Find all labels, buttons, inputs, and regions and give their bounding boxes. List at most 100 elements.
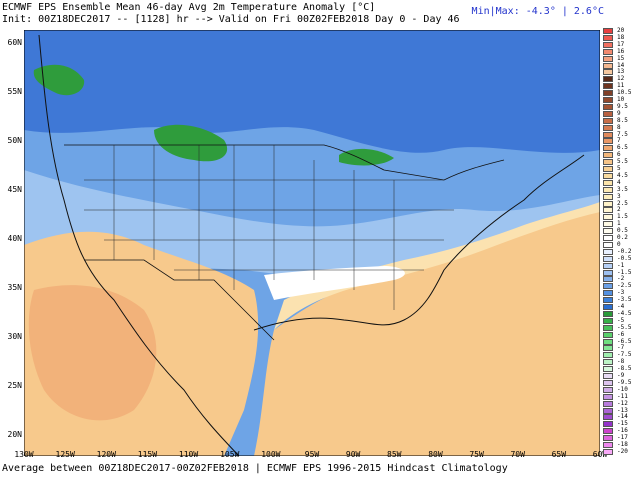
colorbar-label: 20 bbox=[617, 27, 625, 34]
latitude-label: 50N bbox=[7, 136, 22, 145]
colorbar-label: 6 bbox=[617, 151, 621, 159]
colorbar-label: 0.5 bbox=[617, 227, 628, 235]
colorbar-swatch bbox=[603, 83, 613, 90]
colorbar-label: -14 bbox=[617, 413, 628, 421]
colorbar-label: -11 bbox=[617, 392, 628, 400]
colorbar-swatch bbox=[603, 138, 613, 145]
longitude-label: 85W bbox=[387, 450, 402, 459]
colorbar-swatch bbox=[603, 214, 613, 221]
colorbar-swatch bbox=[603, 228, 613, 235]
colorbar-label: -2 bbox=[617, 275, 625, 283]
colorbar-label: 9 bbox=[617, 109, 621, 117]
colorbar-label: -1.5 bbox=[617, 268, 632, 276]
colorbar-swatch bbox=[603, 338, 613, 345]
colorbar-swatch bbox=[603, 152, 613, 159]
colorbar-swatch bbox=[603, 400, 613, 407]
colorbar-swatch bbox=[603, 90, 613, 97]
colorbar-swatch bbox=[603, 179, 613, 186]
colorbar-swatch bbox=[603, 290, 613, 297]
longitude-label: 70W bbox=[510, 450, 525, 459]
colorbar-swatch bbox=[603, 310, 613, 317]
colorbar-swatch bbox=[603, 103, 613, 110]
colorbar-swatch bbox=[603, 373, 613, 379]
latitude-label: 25N bbox=[7, 381, 22, 390]
colorbar-label: 5.5 bbox=[617, 158, 628, 166]
colorbar-swatch bbox=[603, 297, 613, 304]
colorbar-swatch bbox=[603, 359, 613, 366]
colorbar-label: -5.5 bbox=[617, 323, 632, 331]
footer-note: Average between 00Z18DEC2017-00Z02FEB201… bbox=[2, 463, 508, 474]
colorbar-label: -9.5 bbox=[617, 378, 632, 386]
colorbar-label: -7 bbox=[617, 344, 625, 352]
colorbar-swatch bbox=[603, 131, 613, 138]
colorbar-label: -4 bbox=[617, 303, 625, 310]
colorbar-swatch bbox=[603, 159, 613, 166]
colorbar-label: -0.5 bbox=[617, 254, 632, 262]
latitude-label: 55N bbox=[7, 87, 22, 96]
colorbar-label: 7 bbox=[617, 137, 621, 145]
colorbar-swatch bbox=[603, 34, 613, 41]
colorbar-label: -15 bbox=[617, 420, 628, 428]
colorbar-swatch bbox=[603, 324, 613, 331]
green-blob-bc bbox=[33, 64, 85, 96]
colorbar-swatch bbox=[603, 62, 613, 69]
colorbar-swatch bbox=[603, 407, 613, 414]
colorbar-swatch bbox=[603, 235, 613, 241]
colorbar-label: 5 bbox=[617, 165, 621, 172]
colorbar-label: 14 bbox=[617, 61, 625, 69]
longitude-label: 110W bbox=[178, 450, 199, 459]
colorbar-swatch bbox=[603, 269, 613, 276]
colorbar-label: -20 bbox=[617, 447, 628, 455]
longitude-label: 75W bbox=[469, 450, 484, 459]
colorbar-label: 8 bbox=[617, 123, 621, 131]
colorbar-swatch bbox=[603, 200, 613, 207]
colorbar-label: 13 bbox=[617, 68, 625, 76]
longitude-label: 95W bbox=[304, 450, 320, 459]
colorbar-swatch bbox=[603, 97, 613, 103]
colorbar-label: 3.5 bbox=[617, 185, 628, 193]
colorbar-swatch bbox=[603, 304, 613, 310]
colorbar-label: 10.5 bbox=[617, 89, 632, 97]
latitude-label: 40N bbox=[7, 234, 22, 243]
colorbar-swatch bbox=[603, 448, 613, 455]
colorbar-swatch bbox=[603, 55, 613, 62]
colorbar-swatch bbox=[603, 414, 613, 421]
colorbar-label: 7.5 bbox=[617, 130, 628, 138]
colorbar-swatch bbox=[603, 193, 613, 200]
colorbar-swatch bbox=[603, 435, 613, 442]
longitude-label: 115W bbox=[137, 450, 158, 459]
colorbar-label: -9 bbox=[617, 372, 625, 379]
colorbar-swatch bbox=[603, 172, 613, 179]
colorbar-label: -3.5 bbox=[617, 296, 632, 304]
colorbar-label: -1 bbox=[617, 261, 625, 269]
longitude-label: 80W bbox=[428, 450, 443, 459]
colorbar-label: 17 bbox=[617, 40, 625, 48]
colorbar-swatch bbox=[603, 428, 613, 435]
colorbar-swatch bbox=[603, 166, 613, 172]
state-lines bbox=[84, 145, 454, 310]
latitude-label: 30N bbox=[7, 332, 22, 341]
colorbar-label: -16 bbox=[617, 427, 628, 435]
longitude-label: 65W bbox=[551, 450, 567, 459]
colorbar-label: 0 bbox=[617, 240, 621, 248]
colorbar-swatch bbox=[603, 262, 613, 269]
colorbar-label: -2.5 bbox=[617, 282, 632, 290]
colorbar-swatch bbox=[603, 255, 613, 262]
chart-title: ECMWF EPS Ensemble Mean 46-day Avg 2m Te… bbox=[2, 2, 376, 13]
colorbar-swatch bbox=[603, 110, 613, 117]
colorbar-swatch bbox=[603, 331, 613, 338]
colorbar-swatch bbox=[603, 28, 613, 34]
longitude-label: 130W bbox=[14, 450, 34, 459]
colorbar-label: 4.5 bbox=[617, 171, 628, 179]
us-canada-border bbox=[64, 144, 505, 181]
neutral-band bbox=[264, 266, 405, 300]
colorbar-swatch bbox=[603, 221, 613, 228]
us-mexico-border bbox=[84, 259, 275, 341]
colorbar-label: 6.5 bbox=[617, 144, 628, 152]
colorbar-label: -18 bbox=[617, 441, 628, 448]
coastline bbox=[38, 34, 585, 456]
latitude-label: 60N bbox=[7, 38, 22, 47]
init-line: Init: 00Z18DEC2017 -- [1128] hr --> Vali… bbox=[2, 14, 460, 25]
colorbar-swatch bbox=[603, 393, 613, 400]
colorbar-label: 4 bbox=[617, 178, 621, 186]
